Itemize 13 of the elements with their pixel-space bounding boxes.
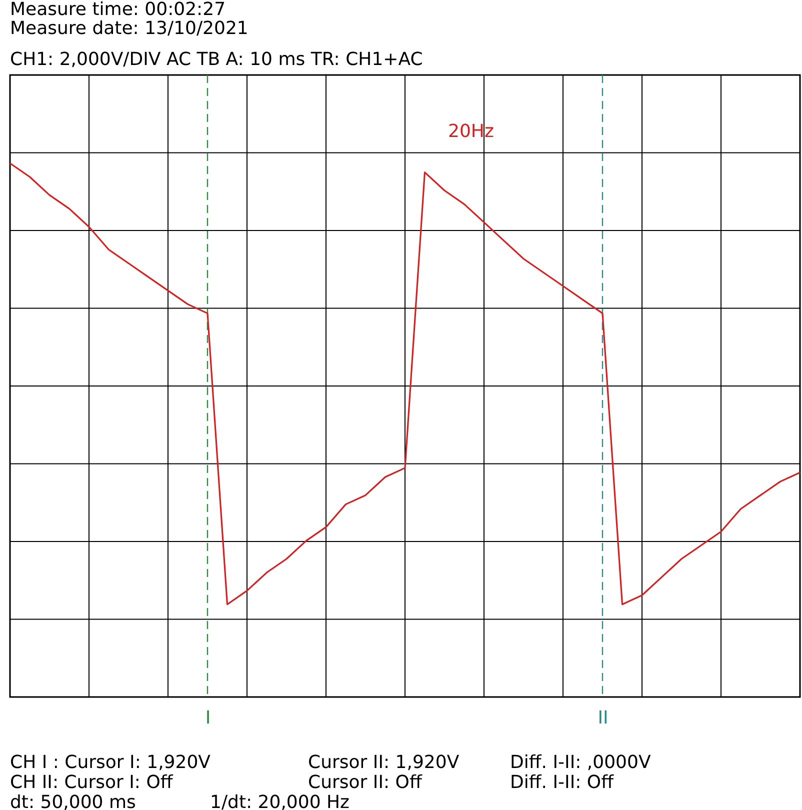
text: Cursor II: 1,920V — [308, 752, 460, 773]
text: dt: 50,000 ms — [10, 792, 136, 810]
text: Diff. I-II: ,0000V — [510, 752, 652, 773]
text: CH1: 2,000V/DIV AC TB A: 10 ms TR: CH1+AC — [10, 49, 423, 70]
text: Cursor II: Off — [308, 772, 422, 793]
text: CH I : Cursor I: 1,920V — [10, 752, 212, 773]
text: Diff. I-II: Off — [510, 772, 614, 793]
x-tick-label: I — [205, 708, 211, 728]
x-tick-label: II — [598, 708, 608, 728]
text: 1/dt: 20,000 Hz — [210, 792, 350, 810]
text: CH II: Cursor I: Off — [10, 772, 174, 793]
chart-subtitle: Measure date: 13/10/2021 — [10, 18, 248, 39]
chart-title: Measure time: 00:02:27 — [10, 0, 226, 20]
